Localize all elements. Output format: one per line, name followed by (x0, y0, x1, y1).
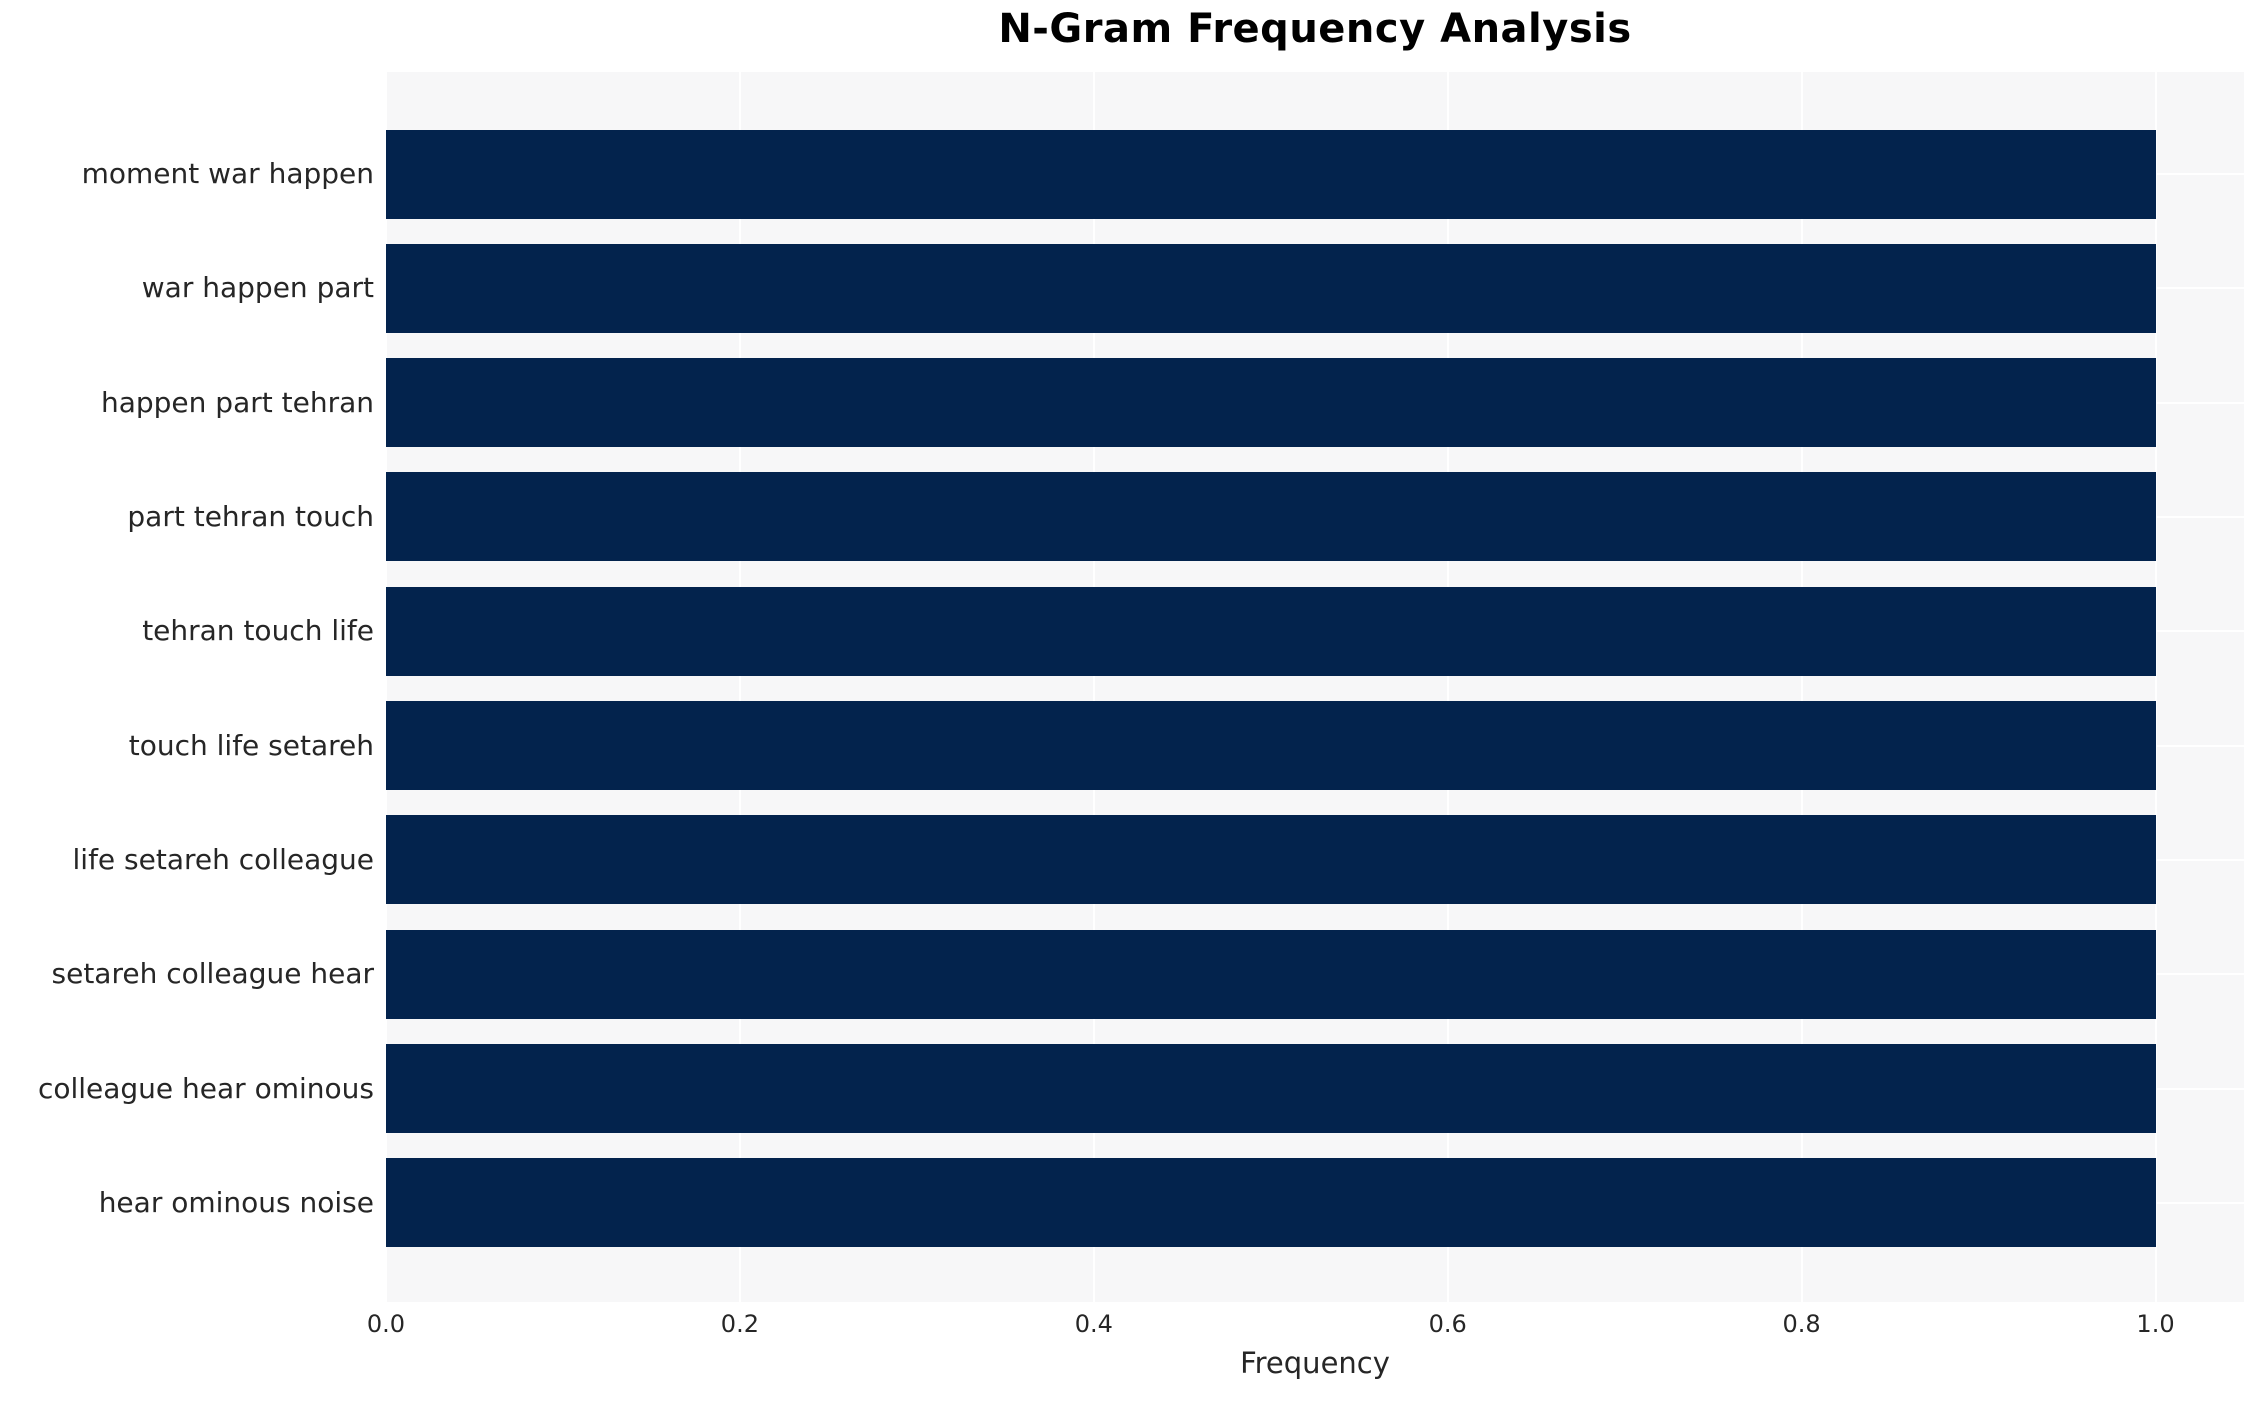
x-tick-label: 0.6 (1428, 1310, 1467, 1338)
bar (386, 701, 2156, 791)
y-tick-label: colleague hear ominous (37, 1071, 374, 1105)
y-tick-label: life setareh colleague (72, 842, 374, 876)
y-tick-label: happen part tehran (100, 385, 374, 419)
bar (386, 472, 2156, 562)
bar (386, 929, 2156, 1019)
gridline-vertical (738, 72, 741, 1302)
y-tick-label: war happen part (141, 271, 374, 305)
bar (386, 358, 2156, 448)
gridline-vertical (1800, 72, 1803, 1302)
bar (386, 815, 2156, 905)
x-tick-label: 1.0 (2136, 1310, 2175, 1338)
bar (386, 243, 2156, 333)
y-tick-label: hear ominous noise (98, 1185, 374, 1219)
x-tick-label: 0.4 (1074, 1310, 1113, 1338)
bar (386, 586, 2156, 676)
bar (386, 1158, 2156, 1248)
chart-title: N-Gram Frequency Analysis (998, 6, 1632, 52)
gridline-vertical (385, 72, 387, 1302)
gridline-vertical (1092, 72, 1095, 1302)
x-tick-label: 0.8 (1782, 1310, 1821, 1338)
bar (386, 1044, 2156, 1134)
plot-area (385, 72, 2244, 1302)
bar (386, 129, 2156, 219)
gridline-vertical (2154, 72, 2157, 1302)
y-tick-label: moment war happen (81, 157, 374, 190)
x-tick-label: 0.0 (366, 1310, 406, 1338)
y-tick-label: touch life setareh (128, 728, 374, 762)
x-tick-label: 0.2 (720, 1310, 759, 1338)
y-tick-label: tehran touch life (142, 614, 374, 648)
x-axis-label: Frequency (1240, 1346, 1390, 1380)
y-tick-label: setareh colleague hear (51, 957, 374, 991)
y-tick-label: part tehran touch (127, 499, 374, 533)
gridline-vertical (1446, 72, 1449, 1302)
